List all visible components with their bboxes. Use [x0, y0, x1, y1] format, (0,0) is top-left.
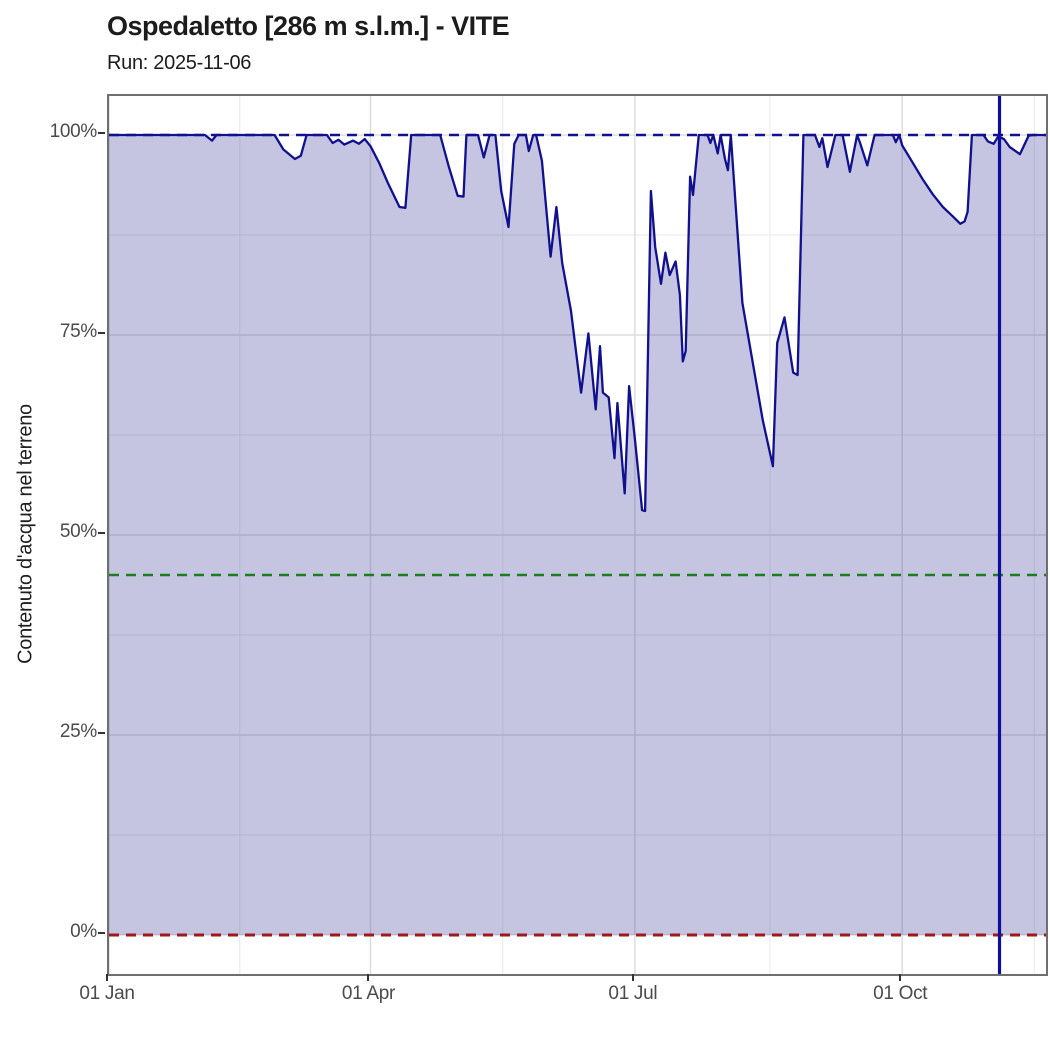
y-tick-mark — [98, 532, 105, 534]
chart-subtitle: Run: 2025-11-06 — [107, 52, 252, 74]
y-tick-label: 50% — [59, 521, 97, 542]
y-tick-label: 75% — [59, 321, 97, 342]
x-tick-mark — [899, 974, 902, 981]
x-tick-mark — [631, 974, 634, 981]
y-tick-label: 25% — [59, 721, 97, 742]
y-tick-label: 100% — [49, 121, 98, 142]
plot-panel — [107, 94, 1048, 976]
y-tick-label: 0% — [70, 921, 97, 942]
x-tick-mark — [367, 974, 370, 981]
chart-title: Ospedaletto [286 m s.l.m.] - VITE — [107, 11, 510, 41]
x-tick-label: 01 Jul — [608, 983, 658, 1004]
y-tick-mark — [98, 332, 105, 334]
x-tick-label: 01 Jan — [79, 983, 135, 1004]
x-tick-label: 01 Apr — [341, 983, 396, 1004]
x-tick-mark — [106, 974, 108, 981]
soil-moisture-line — [109, 133, 1046, 513]
soil-water-content-chart — [109, 96, 1046, 974]
x-tick-label: 01 Oct — [873, 983, 928, 1004]
y-tick-mark — [98, 132, 105, 134]
y-tick-mark — [98, 732, 105, 734]
y-tick-mark — [98, 932, 105, 934]
soil-moisture-area — [109, 135, 1046, 935]
